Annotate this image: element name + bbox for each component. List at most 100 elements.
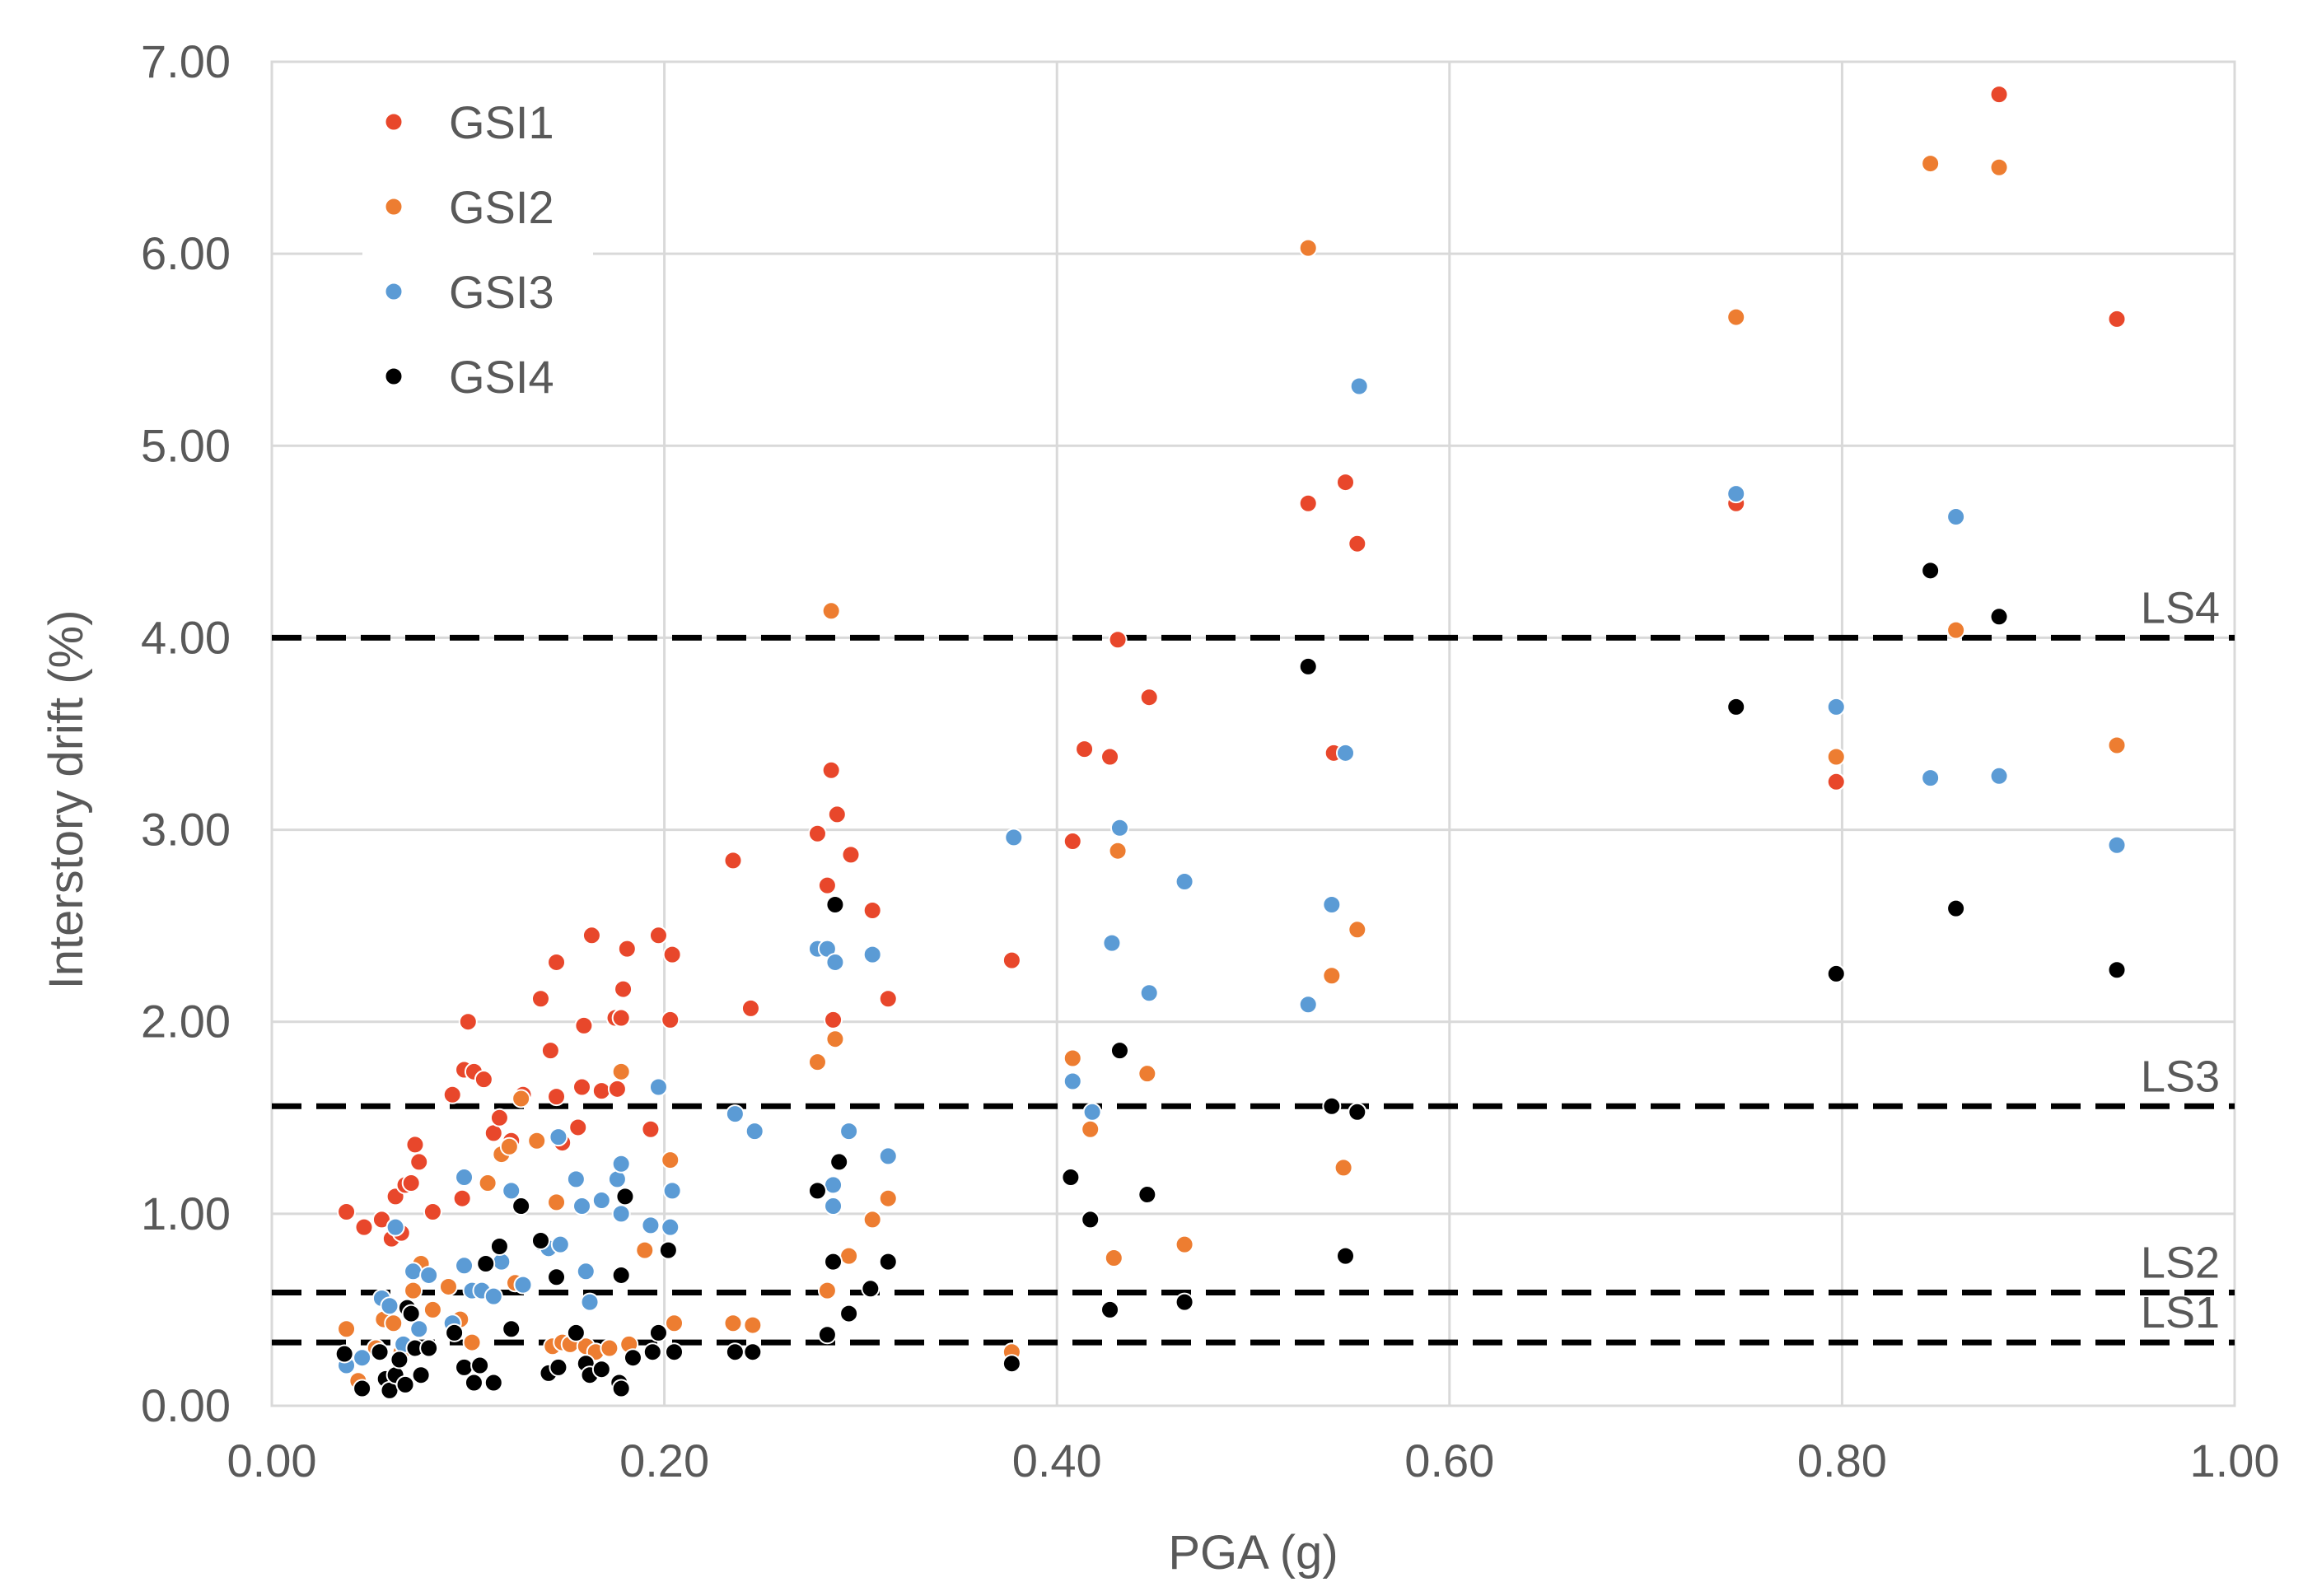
data-point-gsi2	[527, 1131, 547, 1150]
data-point-gsi4	[725, 1342, 745, 1362]
y-tick-label: 3.00	[141, 804, 231, 856]
data-point-gsi4	[411, 1365, 431, 1385]
data-point-gsi4	[1348, 1102, 1367, 1122]
legend-marker-gsi1	[384, 112, 404, 132]
data-point-gsi3	[576, 1262, 596, 1281]
data-point-gsi3	[1298, 995, 1318, 1015]
data-point-gsi4	[648, 1323, 668, 1342]
data-point-gsi2	[1063, 1048, 1082, 1068]
data-point-gsi1	[723, 851, 743, 870]
data-point-gsi2	[825, 1029, 845, 1049]
legend-label-gsi3: GSI3	[449, 266, 554, 318]
data-point-gsi3	[661, 1217, 680, 1237]
data-point-gsi1	[582, 926, 601, 945]
data-point-gsi4	[1100, 1300, 1120, 1319]
x-tick-label: 0.40	[1012, 1435, 1102, 1486]
data-point-gsi3	[385, 1217, 405, 1237]
data-point-gsi2	[1348, 920, 1367, 940]
data-point-gsi1	[337, 1202, 357, 1222]
data-point-gsi4	[566, 1323, 586, 1342]
data-point-gsi3	[572, 1197, 592, 1216]
data-point-gsi4	[502, 1319, 521, 1339]
data-point-gsi2	[2107, 735, 2127, 755]
data-point-gsi2	[821, 601, 841, 621]
data-point-gsi1	[824, 1010, 843, 1029]
data-point-gsi4	[401, 1304, 421, 1323]
data-point-gsi3	[824, 1175, 843, 1195]
data-point-gsi1	[458, 1012, 478, 1032]
data-point-gsi3	[455, 1168, 474, 1188]
data-point-gsi2	[878, 1188, 898, 1208]
data-point-gsi4	[615, 1187, 635, 1206]
data-point-gsi4	[1061, 1168, 1081, 1188]
data-point-gsi4	[1989, 607, 2009, 627]
data-point-gsi3	[550, 1234, 570, 1254]
data-point-gsi1	[401, 1174, 421, 1193]
data-point-gsi1	[409, 1152, 429, 1172]
limit-state-label-ls1: LS1	[2141, 1288, 2220, 1337]
data-point-gsi1	[1826, 772, 1846, 791]
data-point-gsi2	[1137, 1064, 1157, 1084]
x-tick-label: 0.00	[227, 1435, 317, 1486]
data-point-gsi3	[607, 1169, 627, 1189]
data-point-gsi1	[1002, 950, 1021, 970]
data-point-gsi4	[419, 1338, 439, 1358]
y-axis-ticks: 0.00 1.00 2.00 3.00 4.00 5.00 6.00 7.00	[141, 35, 231, 1431]
data-point-gsi3	[380, 1296, 399, 1316]
data-point-gsi2	[1826, 747, 1846, 767]
data-point-gsi1	[405, 1135, 425, 1155]
data-point-gsi4	[839, 1304, 859, 1323]
data-point-gsi4	[1322, 1096, 1342, 1116]
data-point-gsi1	[607, 1079, 627, 1099]
data-point-gsi1	[547, 1087, 567, 1107]
data-point-gsi4	[824, 1252, 843, 1272]
limit-state-label-ls2: LS2	[2141, 1238, 2220, 1287]
data-point-gsi3	[1139, 983, 1159, 1003]
legend: GSI1 GSI2 GSI3 GSI4	[362, 78, 593, 420]
data-point-gsi3	[591, 1191, 611, 1211]
data-point-gsi4	[665, 1342, 684, 1362]
legend-label-gsi4: GSI4	[449, 351, 554, 403]
data-point-gsi3	[745, 1122, 764, 1141]
y-axis-title: Interstory drift (%)	[40, 610, 93, 990]
data-point-gsi2	[1175, 1234, 1194, 1254]
data-point-gsi2	[1334, 1158, 1353, 1178]
series-gsi1	[337, 85, 2127, 1248]
data-point-gsi2	[1989, 157, 2009, 177]
data-point-gsi1	[442, 1085, 462, 1104]
data-point-gsi3	[1109, 818, 1129, 838]
x-axis-title: PGA (g)	[1168, 1526, 1338, 1580]
y-tick-label: 4.00	[141, 611, 231, 663]
data-point-gsi1	[648, 926, 668, 945]
data-point-gsi3	[492, 1252, 512, 1272]
x-tick-label: 1.00	[2190, 1435, 2280, 1486]
data-point-gsi2	[817, 1281, 837, 1300]
data-point-gsi1	[474, 1070, 493, 1090]
data-point-gsi4	[611, 1379, 631, 1398]
data-point-gsi4	[445, 1323, 465, 1342]
data-point-gsi3	[1921, 768, 1941, 788]
data-point-gsi3	[1726, 484, 1746, 504]
data-point-gsi1	[1075, 740, 1095, 759]
data-point-gsi1	[547, 952, 567, 972]
data-point-gsi3	[1004, 828, 1024, 847]
data-point-gsi1	[1139, 688, 1159, 707]
data-point-gsi4	[512, 1197, 531, 1216]
data-point-gsi2	[611, 1062, 631, 1081]
data-point-gsi4	[623, 1348, 642, 1368]
data-point-gsi4	[530, 1230, 550, 1250]
data-point-gsi4	[1946, 898, 1966, 918]
data-point-gsi4	[1137, 1185, 1157, 1205]
data-point-gsi2	[1726, 307, 1746, 327]
legend-label-gsi2: GSI2	[449, 181, 554, 233]
data-point-gsi4	[1081, 1210, 1100, 1230]
data-point-gsi4	[878, 1252, 898, 1272]
data-point-gsi4	[1175, 1292, 1194, 1312]
data-point-gsi1	[1336, 473, 1356, 492]
data-point-gsi4	[1298, 656, 1318, 676]
data-point-gsi1	[1063, 832, 1082, 852]
data-point-gsi4	[1336, 1246, 1356, 1266]
data-point-gsi1	[354, 1217, 374, 1237]
data-point-gsi1	[530, 989, 550, 1009]
data-point-gsi3	[1102, 933, 1122, 953]
